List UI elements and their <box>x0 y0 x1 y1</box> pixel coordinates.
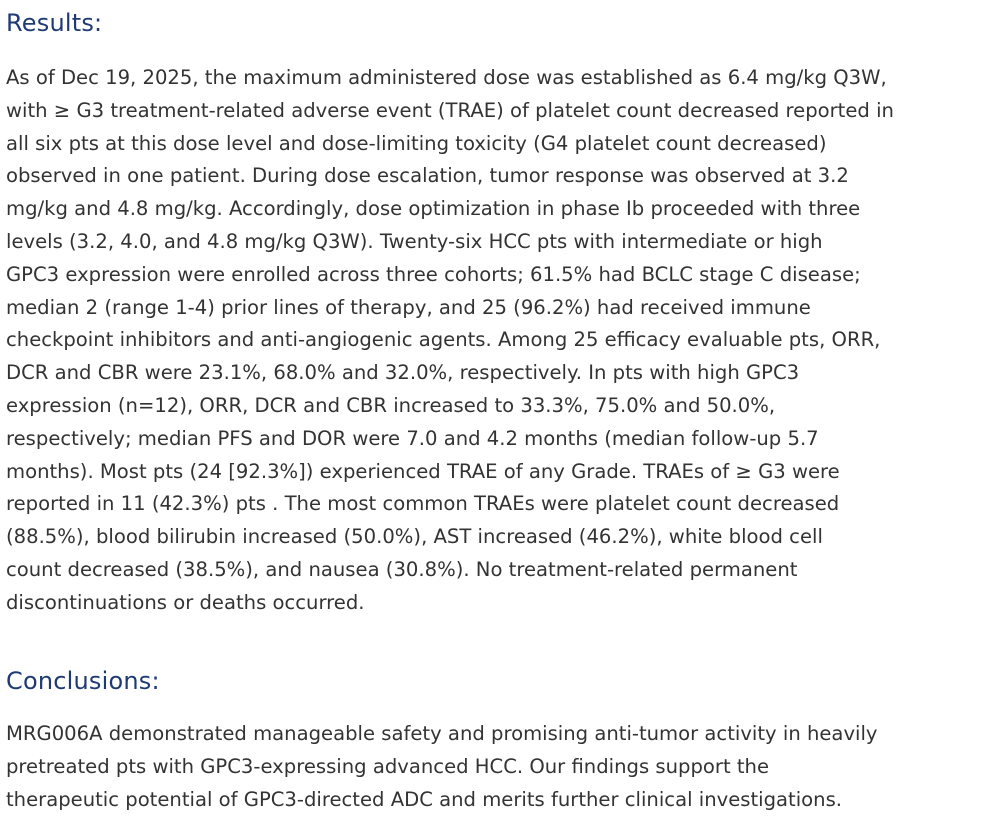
results-line: reported in 11 (42.3%) pts . The most co… <box>6 492 840 516</box>
conclusions-line: therapeutic potential of GPC3-directed A… <box>6 787 843 811</box>
results-line: expression (n=12), ORR, DCR and CBR incr… <box>6 393 776 417</box>
results-line: mg/kg and 4.8 mg/kg. Accordingly, dose o… <box>6 197 861 221</box>
results-line: all six pts at this dose level and dose-… <box>6 131 827 155</box>
results-line: As of Dec 19, 2025, the maximum administ… <box>6 66 887 89</box>
conclusions-paragraph: MRG006A demonstrated manageable safety a… <box>6 718 878 816</box>
results-line: DCR and CBR were 23.1%, 68.0% and 32.0%,… <box>6 361 800 385</box>
conclusions-line: pretreated pts with GPC3-expressing adva… <box>6 754 770 778</box>
results-line: respectively; median PFS and DOR were 7.… <box>6 426 819 450</box>
results-line: discontinuations or deaths occurred. <box>6 590 365 614</box>
results-paragraph: As of Dec 19, 2025, the maximum administ… <box>6 62 894 620</box>
conclusions-heading: Conclusions: <box>6 667 160 695</box>
results-line: count decreased (38.5%), and nausea (30.… <box>6 557 798 581</box>
results-line: checkpoint inhibitors and anti-angiogeni… <box>6 328 881 352</box>
results-line: GPC3 expression were enrolled across thr… <box>6 262 861 286</box>
results-line: with ≥ G3 treatment-related adverse even… <box>6 98 894 122</box>
results-line: median 2 (range 1-4) prior lines of ther… <box>6 295 811 319</box>
results-heading: Results: <box>6 9 103 37</box>
conclusions-line: MRG006A demonstrated manageable safety a… <box>6 722 878 745</box>
results-line: levels (3.2, 4.0, and 4.8 mg/kg Q3W). Tw… <box>6 229 823 253</box>
results-line: observed in one patient. During dose esc… <box>6 164 849 188</box>
results-line: (88.5%), blood bilirubin increased (50.0… <box>6 525 823 549</box>
results-line: months). Most pts (24 [92.3%]) experienc… <box>6 459 840 483</box>
